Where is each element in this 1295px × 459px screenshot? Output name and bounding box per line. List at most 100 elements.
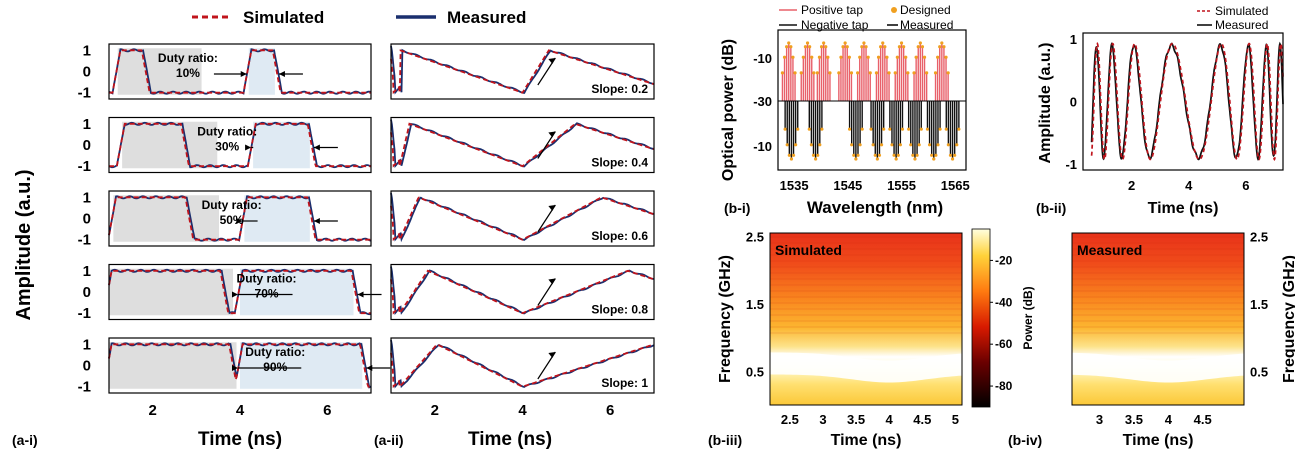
designed-marker (799, 71, 803, 75)
designed-marker (925, 127, 930, 131)
heatmap-title: Measured (1077, 242, 1142, 258)
designed-marker (789, 157, 794, 161)
duty-shade-left (113, 195, 220, 242)
x-tick-label: 3.5 (847, 412, 865, 427)
designed-marker (948, 153, 953, 157)
y-tick-label: 1 (83, 189, 91, 206)
colorbar-tick-label: -60 (995, 337, 1013, 351)
slope-label: Slope: 0.4 (591, 156, 648, 170)
designed-marker (900, 127, 905, 131)
x-tick-label: 1535 (780, 178, 809, 193)
duty-arrowhead-left (232, 291, 238, 298)
y-tick-label: 1 (83, 336, 91, 353)
duty-arrowhead-right (313, 144, 320, 151)
simulated-line (390, 269, 655, 316)
designed-marker (787, 153, 791, 157)
legend-simulated-label: Simulated (1215, 4, 1268, 18)
heatmap-low-frequency-band (770, 352, 962, 383)
x-axis-label: Time (ns) (1148, 200, 1219, 217)
designed-marker (791, 55, 795, 59)
designed-marker (810, 55, 814, 59)
designed-marker (918, 41, 922, 45)
designed-marker (940, 41, 944, 45)
y-tick-label: 0 (83, 211, 91, 228)
y-tick-label: 0.5 (1250, 364, 1268, 379)
designed-marker (860, 45, 864, 49)
designed-marker (890, 143, 894, 147)
designed-marker (837, 71, 841, 75)
designed-marker (950, 157, 955, 161)
x-tick-label: 6 (1242, 178, 1249, 193)
slope-label: Slope: 1 (601, 376, 648, 390)
designed-marker (856, 71, 860, 75)
designed-marker (803, 45, 808, 49)
x-axis-label: Time (ns) (831, 432, 902, 449)
designed-marker (907, 127, 911, 131)
x-tick-label: 1565 (941, 178, 970, 193)
top-legend: Simulated Measured (192, 8, 526, 27)
duty-shade-left (117, 48, 202, 95)
designed-marker (785, 45, 789, 49)
panel-b-ii: 1 0 -1 2 4 6 Time (ns) Amplitude (a.u.) Simulate… (1037, 4, 1284, 217)
y-tick-label: -1 (78, 379, 91, 396)
duty-arrowhead-right (278, 71, 285, 77)
legend-designed-swatch (891, 7, 897, 13)
designed-marker (922, 55, 927, 59)
legend-designed-label: Designed (900, 3, 951, 17)
y-tick-label: 2.5 (1250, 229, 1268, 244)
designed-marker (849, 71, 854, 75)
designed-marker (911, 153, 915, 157)
legend-simulated-label: Simulated (243, 8, 324, 27)
panel-b-iii: Simulated 2.5 3 3.5 4 4.5 5 0.5 1.5 2.5 Time (ns) F… (717, 229, 963, 449)
designed-marker (858, 55, 862, 59)
designed-marker (893, 71, 897, 75)
duty-arrowhead-right (366, 365, 373, 371)
x-tick-label: 4 (1185, 178, 1193, 193)
x-tick-label: 3 (819, 412, 826, 427)
y-tick-label: -30 (753, 94, 772, 109)
x-tick-label: 4.5 (913, 412, 931, 427)
x-tick-label: 3 (1096, 412, 1103, 427)
designed-marker (817, 55, 822, 59)
designed-marker (895, 55, 899, 59)
colorbar-tick-label: -80 (995, 379, 1013, 393)
duty-annotation-title: Duty ratio: (245, 345, 305, 359)
designed-marker (814, 157, 818, 161)
designed-marker (874, 71, 879, 75)
designed-marker (809, 143, 814, 147)
slope-label: Slope: 0.2 (591, 82, 648, 96)
duty-arrowhead-left (240, 71, 247, 77)
y-tick-label: -10 (753, 139, 772, 154)
heatmap-title: Simulated (775, 242, 842, 258)
designed-marker (879, 143, 884, 147)
designed-marker (796, 127, 800, 131)
y-tick-label: 0 (83, 137, 91, 154)
designed-marker (930, 153, 934, 157)
designed-marker (899, 41, 904, 45)
designed-marker (913, 157, 917, 161)
designed-marker (906, 71, 910, 75)
y-tick-label: 2.5 (746, 229, 764, 244)
designed-marker (808, 45, 812, 49)
subplot-frame (390, 190, 655, 247)
designed-marker (897, 45, 902, 49)
duty-annotation-value: 70% (255, 287, 279, 301)
x-tick-label: 6 (606, 402, 614, 419)
duty-shade-right (253, 121, 310, 169)
designed-marker (783, 127, 787, 131)
designed-marker (780, 71, 785, 75)
y-tick-label: -10 (753, 51, 772, 66)
subplot-frame (390, 263, 655, 321)
designed-marker (843, 41, 847, 45)
designed-marker (957, 127, 961, 131)
designed-marker (917, 143, 921, 147)
duty-shade-left (109, 342, 237, 389)
legend-measured-label: Measured (1215, 18, 1268, 32)
designed-marker (894, 157, 898, 161)
x-tick-label: 6 (323, 402, 331, 419)
duty-shade-right (248, 48, 275, 95)
panel-b-iv: Measured 3 3.5 4 4.5 0.5 1.5 2.5 Time (ns) Freque… (1071, 229, 1295, 449)
designed-marker (871, 143, 875, 147)
y-axis-label: Amplitude (a.u.) (13, 169, 35, 320)
